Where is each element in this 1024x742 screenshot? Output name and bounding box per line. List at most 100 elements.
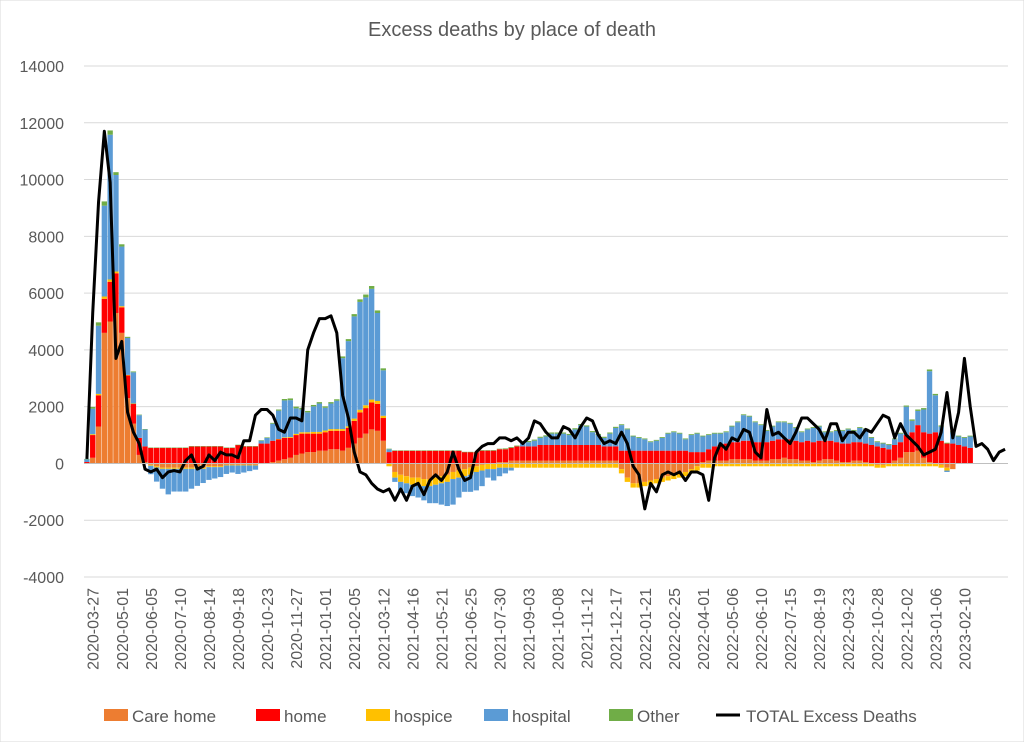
- bar-other: [723, 431, 729, 433]
- x-tick-label: 2021-01-01: [318, 588, 335, 670]
- bar-home: [467, 452, 474, 464]
- bar-hospice: [223, 464, 230, 466]
- bar-home: [671, 450, 677, 464]
- bar-hospital: [636, 437, 642, 451]
- bar-home: [525, 446, 532, 461]
- bar-care_home: [531, 460, 538, 464]
- bar-care_home: [746, 459, 753, 464]
- bar-home: [264, 443, 270, 464]
- bar-care_home: [944, 463, 950, 468]
- bar-hospice: [299, 432, 305, 434]
- y-tick-label: 10000: [20, 173, 65, 190]
- bar-hospital: [845, 429, 851, 444]
- bar-other: [630, 435, 636, 437]
- bar-home: [862, 443, 869, 463]
- bar-hospital: [694, 433, 700, 453]
- bar-home: [165, 447, 171, 464]
- bar-other: [967, 435, 973, 437]
- bar-home: [485, 450, 491, 464]
- bar-care_home: [676, 463, 683, 474]
- bar-care_home: [723, 460, 729, 464]
- bar-other: [810, 427, 816, 428]
- bar-hospice: [153, 466, 160, 468]
- bar-home: [305, 433, 311, 453]
- bar-hospice: [171, 467, 177, 469]
- bar-hospital: [212, 467, 218, 479]
- bar-other: [95, 322, 102, 326]
- bar-home: [107, 281, 113, 322]
- x-tick-label: 2020-03-27: [86, 588, 103, 670]
- bar-home: [438, 450, 445, 464]
- bar-other: [235, 444, 241, 446]
- bar-care_home: [171, 463, 177, 468]
- bar-hospital: [810, 427, 816, 443]
- bar-hospice: [398, 474, 404, 482]
- bar-care_home: [339, 450, 346, 464]
- legend-swatch: [256, 709, 280, 721]
- legend-label: TOTAL Excess Deaths: [746, 707, 917, 726]
- bar-care_home: [473, 463, 479, 467]
- bar-care_home: [223, 463, 230, 465]
- bar-hospital: [217, 467, 224, 478]
- x-tick-label: 2022-07-15: [783, 588, 800, 670]
- bar-other: [694, 432, 700, 434]
- bar-hospital: [508, 467, 514, 471]
- bar-hospital: [676, 433, 683, 451]
- bar-hospital: [851, 430, 857, 443]
- bar-hospice: [502, 463, 508, 468]
- bar-care_home: [357, 437, 363, 464]
- bar-hospice: [700, 463, 706, 468]
- bar-care_home: [897, 457, 904, 464]
- bar-hospital: [188, 468, 195, 489]
- y-tick-label: 14000: [20, 59, 65, 76]
- bar-hospice: [380, 415, 386, 419]
- bar-hospice: [601, 463, 607, 468]
- bar-other: [647, 441, 654, 443]
- bar-other: [711, 432, 718, 434]
- bar-hospice: [717, 463, 724, 467]
- bar-other: [84, 458, 90, 460]
- bar-hospice: [636, 483, 642, 488]
- bar-care_home: [450, 463, 456, 472]
- bar-hospital: [293, 408, 299, 434]
- bar-care_home: [874, 463, 880, 465]
- bar-other: [909, 419, 915, 421]
- bar-hospice: [892, 463, 898, 467]
- bar-care_home: [804, 460, 811, 464]
- bar-care_home: [177, 463, 183, 468]
- bar-hospice: [822, 463, 828, 467]
- bar-care_home: [537, 460, 543, 464]
- bar-hospice: [508, 463, 514, 468]
- bar-care_home: [113, 312, 119, 464]
- bar-other: [461, 451, 468, 453]
- bar-other: [525, 441, 532, 443]
- legend-item-total: TOTAL Excess Deaths: [716, 707, 917, 726]
- bar-hospital: [171, 468, 177, 492]
- bar-other: [613, 426, 619, 428]
- bar-hospital: [729, 426, 735, 443]
- bar-hospice: [799, 463, 805, 467]
- y-tick-label: -2000: [23, 513, 64, 530]
- bar-care_home: [188, 463, 195, 468]
- bar-other: [926, 369, 933, 372]
- bar-home: [723, 443, 729, 461]
- bar-other: [886, 444, 892, 445]
- bar-hospice: [90, 434, 96, 436]
- bar-other: [479, 450, 485, 451]
- bar-other: [729, 425, 735, 427]
- bar-hospice: [305, 432, 311, 434]
- bar-home: [130, 403, 137, 424]
- y-tick-label: -4000: [23, 570, 64, 587]
- bar-hospital: [229, 465, 235, 473]
- bar-hospice: [281, 437, 288, 438]
- y-tick-label: 8000: [28, 229, 64, 246]
- bar-hospital: [566, 435, 572, 445]
- bar-hospice: [816, 463, 822, 467]
- bar-care_home: [671, 463, 677, 475]
- bar-other: [351, 314, 357, 317]
- bar-other: [502, 448, 508, 450]
- bar-hospice: [113, 271, 119, 274]
- y-tick-label: 12000: [20, 116, 65, 133]
- bar-home: [293, 435, 299, 455]
